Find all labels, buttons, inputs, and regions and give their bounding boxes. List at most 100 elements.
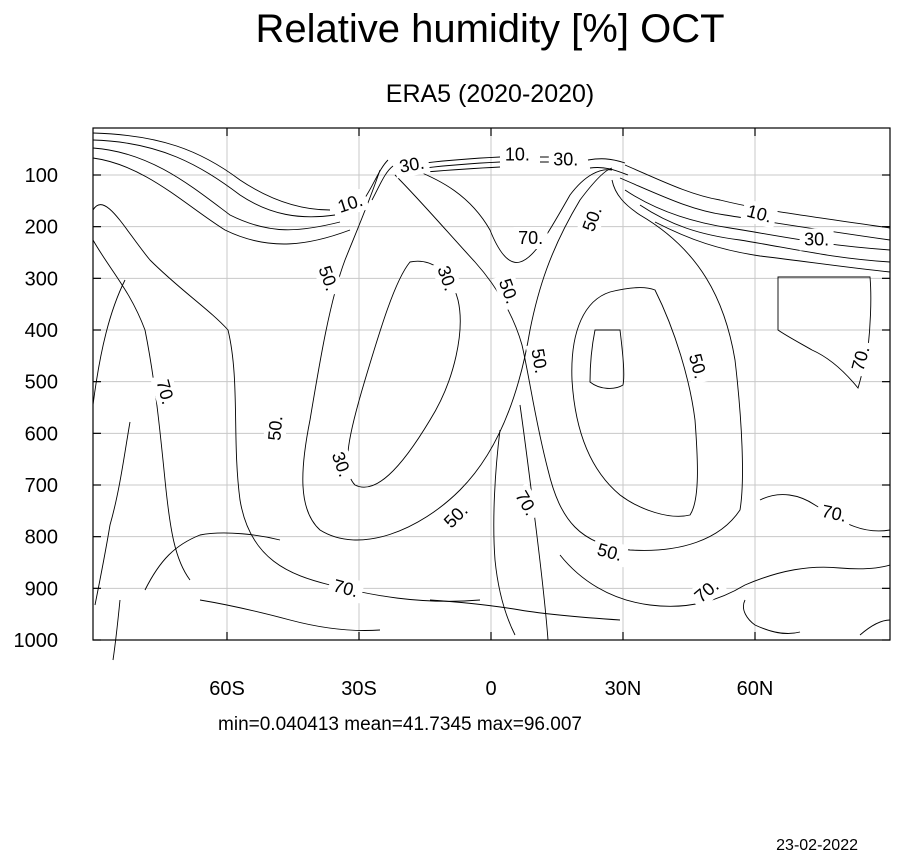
contour-line: [424, 156, 501, 164]
contour-line: [619, 177, 891, 241]
contour-line: [424, 166, 501, 173]
contour-line: [859, 619, 891, 636]
contour-label-text: 30.: [804, 230, 829, 250]
contour-line: [429, 599, 621, 621]
contour-line: [759, 494, 891, 532]
contour-label-bg: [312, 258, 345, 299]
y-tick-label: 100: [25, 165, 58, 187]
contour-label-bg: [393, 150, 431, 179]
contour-label: 30.: [799, 228, 834, 251]
contour-line: [199, 599, 381, 631]
contour-line: [743, 599, 801, 635]
contour-label: 70.: [513, 227, 548, 250]
contour-label: 30.: [393, 150, 431, 179]
contour-lines: [92, 132, 891, 661]
contour-line: [92, 239, 191, 581]
contour-label-text: 10.: [745, 201, 774, 227]
contour-label-bg: [508, 482, 545, 524]
contour-label-bg: [325, 444, 358, 485]
contour-line: [624, 164, 891, 229]
y-tick-label: 700: [25, 475, 58, 497]
contour-label-bg: [150, 372, 181, 412]
contour-label: 50.: [576, 199, 609, 239]
contour-label: 50.: [590, 537, 630, 568]
contour-label: 50.: [682, 346, 713, 386]
contour-line: [424, 161, 501, 169]
contour-line: [654, 221, 891, 273]
date-stamp: 23-02-2022: [776, 837, 858, 854]
contour-label-text: 50.: [685, 351, 711, 380]
y-tick-label: 500: [25, 372, 58, 394]
x-tick-label: 60S: [209, 678, 245, 700]
contour-label-bg: [740, 198, 779, 229]
contour-line: [559, 554, 891, 607]
contour-line: [777, 276, 872, 389]
contour-line: [92, 157, 351, 245]
contour-label-text: 70.: [518, 228, 543, 248]
y-tick-label: 1000: [14, 630, 59, 652]
contour-label-text: 50.: [595, 539, 624, 565]
contour-line: [92, 204, 481, 602]
contour-label: 70.: [508, 482, 545, 524]
y-tick-label: 300: [25, 268, 58, 290]
contour-line: [624, 189, 891, 251]
contour-label-text: 70.: [848, 344, 874, 373]
contour-label-bg: [326, 573, 366, 604]
contour-label-bg: [330, 187, 370, 220]
grid-lines: [93, 128, 890, 640]
y-tick-label: 200: [25, 217, 58, 239]
contour-line: [92, 147, 341, 231]
contour-label-bg: [492, 271, 525, 311]
contour-label-bg: [686, 571, 727, 611]
contour-label: 70.: [815, 499, 854, 528]
contour-label: 50.: [492, 271, 525, 311]
contour-line: [589, 329, 625, 389]
contour-label: 30.: [325, 444, 358, 485]
x-tick-label: 0: [485, 678, 496, 700]
contour-label-bg: [815, 499, 854, 528]
stats-summary: min=0.040413 mean=41.7345 max=96.007: [218, 714, 582, 735]
contour-line: [94, 421, 131, 606]
y-tick-label: 900: [25, 578, 58, 600]
contour-label-bg: [430, 258, 464, 299]
contour-label-bg: [799, 228, 834, 251]
contour-line: [92, 132, 331, 211]
contour-label-bg: [500, 143, 535, 166]
y-tick-label: 800: [25, 527, 58, 549]
contour-line: [347, 260, 461, 488]
contour-line: [371, 165, 394, 201]
contour-label: 50.: [436, 496, 476, 536]
contour-label-bg: [513, 227, 548, 250]
x-tick-label: 60N: [737, 678, 774, 700]
contour-line: [639, 204, 891, 263]
y-tick-label: 400: [25, 320, 58, 342]
chart-subtitle: ERA5 (2020-2020): [386, 80, 594, 108]
contour-label: 70.: [845, 339, 876, 378]
contour-label: 10.: [740, 198, 779, 229]
contour-line: [414, 169, 613, 263]
contour-label: 30.: [548, 148, 583, 171]
contour-label-text: 50.: [264, 415, 286, 442]
x-tick-label: 30S: [341, 678, 377, 700]
contour-label: 70.: [150, 372, 181, 412]
contour-label: 30.: [430, 258, 464, 299]
contour-label-text: 10.: [505, 144, 530, 164]
contour-label-bg: [845, 339, 876, 378]
contour-label-bg: [548, 148, 583, 171]
contour-line: [302, 167, 613, 541]
contour-label-bg: [682, 346, 713, 386]
x-axis: 60S 30S 0 30N 60N: [209, 128, 773, 700]
contour-label: 10.: [500, 143, 535, 166]
contour-line: [493, 429, 516, 636]
contour-line: [144, 532, 281, 591]
contour-label-text: 70.: [331, 575, 360, 601]
y-tick-label: 600: [25, 423, 58, 445]
contour-label-bg: [576, 199, 609, 239]
contour-line: [92, 279, 126, 406]
contour-label-bg: [525, 342, 554, 380]
contour-label: 70.: [326, 573, 366, 604]
contour-line: [589, 167, 629, 176]
contour-line: [571, 287, 698, 517]
contour-label-bg: [262, 410, 288, 447]
